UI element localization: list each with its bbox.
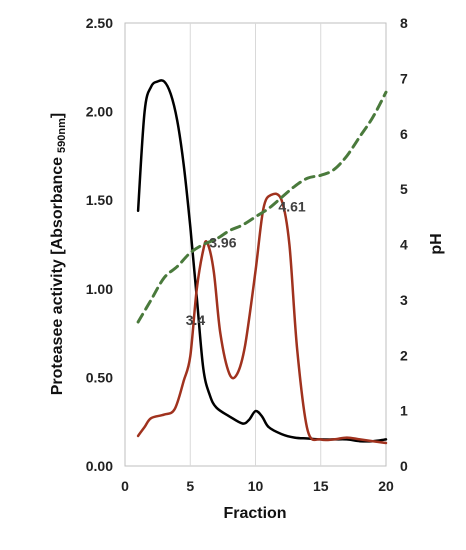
series-layer bbox=[136, 79, 388, 445]
y-right-tick-label: 0 bbox=[400, 458, 408, 474]
y-right-tick-label: 6 bbox=[400, 126, 408, 142]
right-axis-ticks: 0 1 2 3 4 5 6 7 8 bbox=[400, 15, 408, 474]
x-axis-title: Fraction bbox=[223, 505, 286, 522]
y-left-tick-label: 0.00 bbox=[86, 458, 113, 474]
x-axis-ticks: 0 5 10 15 20 bbox=[121, 478, 394, 494]
y-left-tick-label: 1.00 bbox=[86, 281, 113, 297]
ph-annotation-label: 3.4 bbox=[186, 312, 206, 328]
x-tick-label: 0 bbox=[121, 478, 129, 494]
y-axis-left-title-end: ] bbox=[49, 113, 66, 118]
y-right-tick-label: 1 bbox=[400, 403, 408, 419]
y-left-tick-label: 2.50 bbox=[86, 15, 113, 31]
left-axis-ticks: 0.00 0.50 1.00 1.50 2.00 2.50 bbox=[86, 15, 113, 474]
y-left-tick-label: 0.50 bbox=[86, 369, 113, 385]
ph-annotation-label: 4.61 bbox=[278, 198, 305, 214]
series-red-line bbox=[136, 192, 388, 445]
x-tick-label: 10 bbox=[248, 478, 264, 494]
y-right-tick-label: 5 bbox=[400, 181, 408, 197]
y-right-tick-label: 3 bbox=[400, 292, 408, 308]
y-right-tick-label: 4 bbox=[400, 237, 408, 253]
x-tick-label: 20 bbox=[378, 478, 394, 494]
series-ph-dashed-line bbox=[136, 90, 388, 324]
gridlines bbox=[189, 23, 322, 466]
y-axis-left-title-sub: 590nm bbox=[56, 118, 68, 153]
y-left-tick-label: 2.00 bbox=[86, 104, 113, 120]
x-tick-label: 5 bbox=[186, 478, 194, 494]
ph-annotation-label: 3.96 bbox=[209, 234, 236, 250]
x-tick-label: 15 bbox=[313, 478, 329, 494]
series-black-line bbox=[136, 79, 388, 443]
y-right-tick-label: 7 bbox=[400, 70, 408, 86]
y-axis-left-title: Proteasee activity [Absorbance 590nm] bbox=[49, 113, 68, 396]
y-right-tick-label: 2 bbox=[400, 347, 408, 363]
y-right-tick-label: 8 bbox=[400, 15, 408, 31]
y-left-tick-label: 1.50 bbox=[86, 192, 113, 208]
y-axis-left-title-main: Proteasee activity [Absorbance bbox=[49, 157, 66, 395]
y-axis-right-title: pH bbox=[428, 233, 445, 254]
annotations: 3.4 3.96 4.61 bbox=[186, 198, 306, 328]
